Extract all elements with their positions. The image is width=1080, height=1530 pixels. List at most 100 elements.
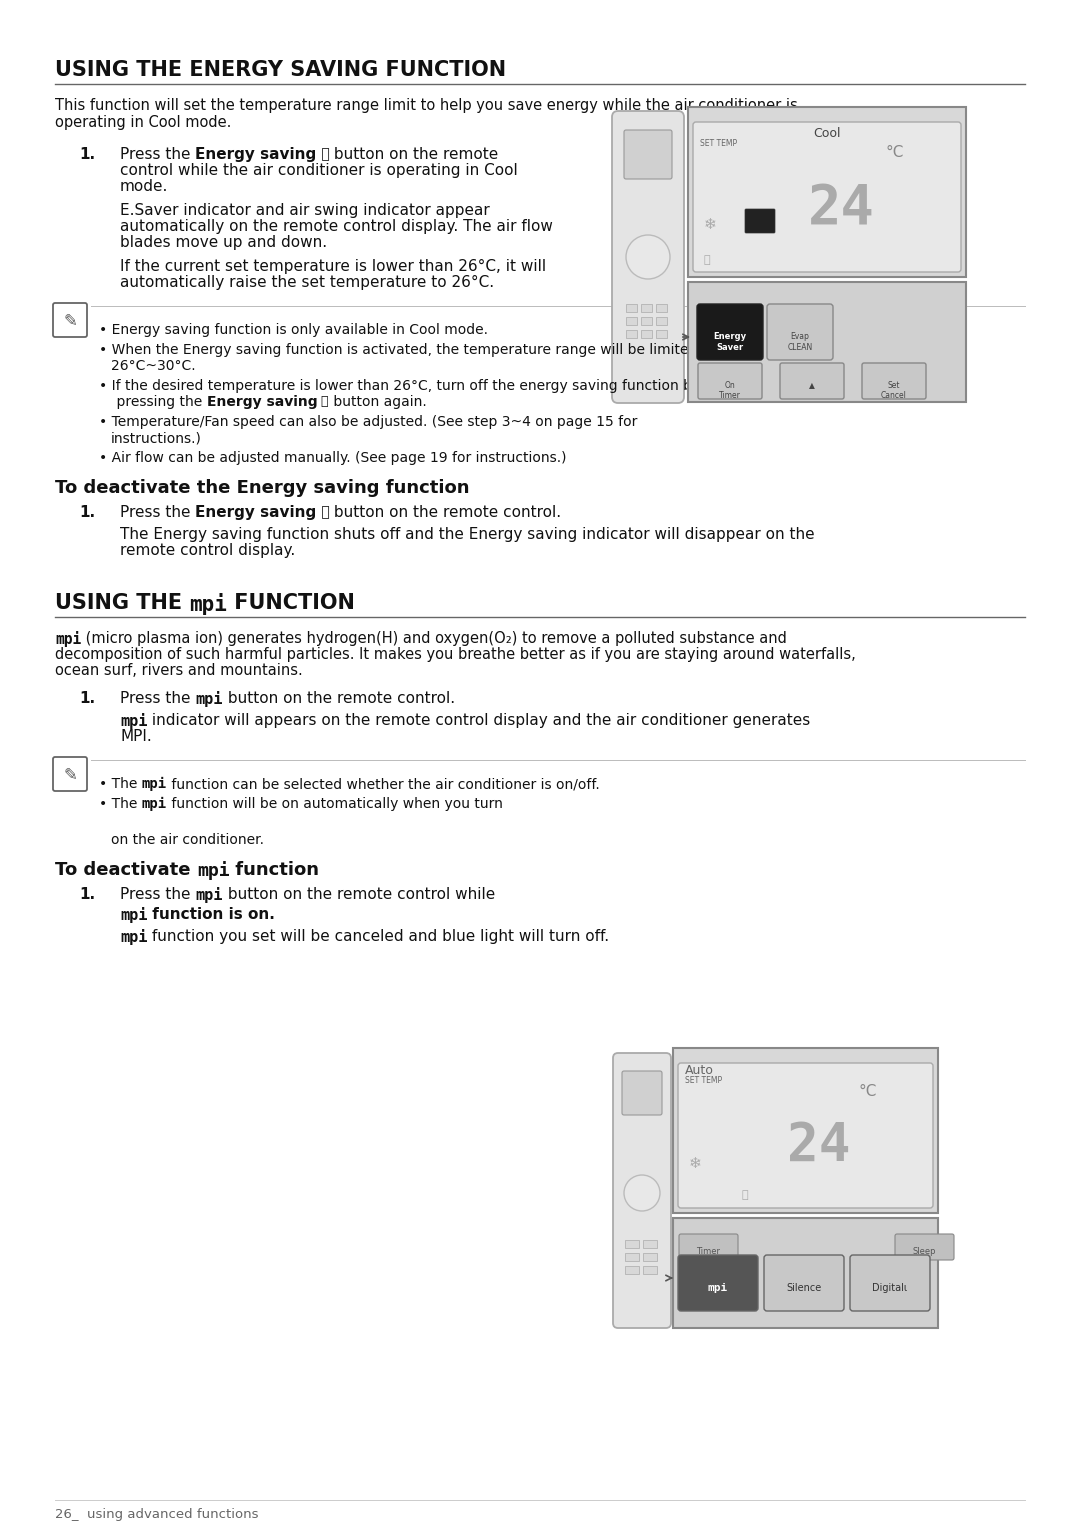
Text: Set
Cancel: Set Cancel [881,381,907,401]
FancyBboxPatch shape [679,1235,738,1261]
Text: ✎: ✎ [63,767,77,783]
Text: blades move up and down.: blades move up and down. [120,236,327,249]
Circle shape [626,236,670,278]
FancyBboxPatch shape [53,303,87,337]
Text: automatically raise the set temperature to 26°C.: automatically raise the set temperature … [120,275,495,291]
Text: button on the remote control.: button on the remote control. [329,505,562,520]
Text: mode.: mode. [120,179,168,194]
Text: SET TEMP: SET TEMP [685,1076,723,1085]
Text: Energy
Saver: Energy Saver [714,332,746,352]
Text: • When the Energy saving function is activated, the temperature range will be li: • When the Energy saving function is act… [99,343,716,356]
Bar [625,1265,639,1274]
Text: indicator will appears on the remote control display and the air conditioner gen: indicator will appears on the remote con… [147,713,811,728]
Text: Energy saving: Energy saving [206,395,318,409]
Text: button on the remote: button on the remote [329,147,499,162]
Text: control while the air conditioner is operating in Cool: control while the air conditioner is ope… [120,164,517,177]
FancyBboxPatch shape [678,1255,758,1311]
Text: mpi: mpi [120,713,147,728]
FancyBboxPatch shape [678,1063,933,1209]
Bar [626,304,637,312]
Text: ▲: ▲ [809,381,815,390]
Text: USING THE ENERGY SAVING FUNCTION: USING THE ENERGY SAVING FUNCTION [55,60,507,80]
FancyBboxPatch shape [850,1255,930,1311]
FancyBboxPatch shape [688,107,966,277]
Text: Timer: Timer [696,1247,720,1256]
Text: 24: 24 [808,182,875,236]
Text: 26_  using advanced functions: 26_ using advanced functions [55,1509,258,1521]
Text: • Temperature/Fan speed can also be adjusted. (See step 3~4 on page 15 for: • Temperature/Fan speed can also be adju… [99,415,637,428]
Text: FUNCTION: FUNCTION [227,594,355,614]
Text: mpi: mpi [141,777,167,791]
Text: If the current set temperature is lower than 26°C, it will: If the current set temperature is lower … [120,259,546,274]
Bar [625,1253,639,1261]
Text: 1.: 1. [79,505,95,520]
Bar [643,1265,657,1274]
Text: SET TEMP: SET TEMP [700,139,738,148]
Text: On
Timer: On Timer [719,381,741,401]
Text: mpi: mpi [189,594,227,615]
Text: ⌒: ⌒ [316,147,329,161]
Text: mpi: mpi [195,692,222,707]
Bar [642,330,652,338]
Text: instructions.): instructions.) [111,431,202,445]
FancyBboxPatch shape [622,1071,662,1115]
Text: The Energy saving function shuts off and the Energy saving indicator will disapp: The Energy saving function shuts off and… [120,526,814,542]
Text: Energy saving: Energy saving [195,147,316,162]
Text: mpi: mpi [120,907,147,923]
Text: mpi: mpi [707,1284,728,1293]
Text: • Air flow can be adjusted manually. (See page 19 for instructions.): • Air flow can be adjusted manually. (Se… [99,451,567,465]
FancyBboxPatch shape [764,1255,843,1311]
FancyBboxPatch shape [613,1053,671,1328]
Bar [643,1253,657,1261]
Text: MPI.: MPI. [120,728,152,744]
Text: function: function [229,861,320,880]
Text: Digitalι: Digitalι [873,1284,907,1293]
Text: This function will set the temperature range limit to help you save energy while: This function will set the temperature r… [55,98,798,113]
Bar [643,1239,657,1248]
Text: ❄: ❄ [704,217,717,233]
Text: ✎: ✎ [63,312,77,330]
FancyBboxPatch shape [673,1048,939,1213]
FancyBboxPatch shape [895,1235,954,1261]
Text: function can be selected whether the air conditioner is on/off.: function can be selected whether the air… [167,777,599,791]
Text: Press the: Press the [120,692,195,705]
Circle shape [624,1175,660,1212]
Text: button on the remote control while: button on the remote control while [222,887,495,903]
Text: Sleep: Sleep [913,1247,935,1256]
Text: • The: • The [99,777,141,791]
FancyBboxPatch shape [697,304,762,360]
Bar [642,317,652,324]
Text: ⌒: ⌒ [318,395,328,409]
FancyBboxPatch shape [693,122,961,272]
Text: automatically on the remote control display. The air flow: automatically on the remote control disp… [120,219,553,234]
Text: Press the: Press the [120,505,195,520]
Bar [656,330,667,338]
Text: function is on.: function is on. [147,907,275,923]
Text: ⌒: ⌒ [316,505,329,519]
Text: ❄: ❄ [689,1157,702,1170]
Text: (micro plasma ion) generates hydrogen(H) and oxygen(O₂) to remove a polluted sub: (micro plasma ion) generates hydrogen(H)… [81,630,787,646]
Text: Cool: Cool [813,127,840,141]
Text: • The: • The [99,797,141,811]
Text: 🌲: 🌲 [741,1190,747,1200]
FancyBboxPatch shape [862,363,926,399]
Text: 1.: 1. [79,692,95,705]
Text: mpi: mpi [195,887,222,903]
Text: 26°C~30°C.: 26°C~30°C. [111,360,195,373]
Text: °C: °C [886,145,904,161]
Text: Evap
CLEAN: Evap CLEAN [787,332,812,352]
Text: on the air conditioner.: on the air conditioner. [111,832,264,848]
Text: remote control display.: remote control display. [120,543,295,558]
FancyBboxPatch shape [698,363,762,399]
FancyBboxPatch shape [767,304,833,360]
Text: 24: 24 [787,1120,851,1172]
Text: mpi: mpi [197,861,229,880]
Text: Silence: Silence [786,1284,822,1293]
FancyBboxPatch shape [688,282,966,402]
FancyBboxPatch shape [745,210,775,233]
Text: mpi: mpi [120,929,147,946]
Text: E.Saver indicator and air swing indicator appear: E.Saver indicator and air swing indicato… [120,203,489,217]
FancyBboxPatch shape [53,757,87,791]
FancyBboxPatch shape [612,112,684,402]
Text: Auto: Auto [685,1063,714,1077]
